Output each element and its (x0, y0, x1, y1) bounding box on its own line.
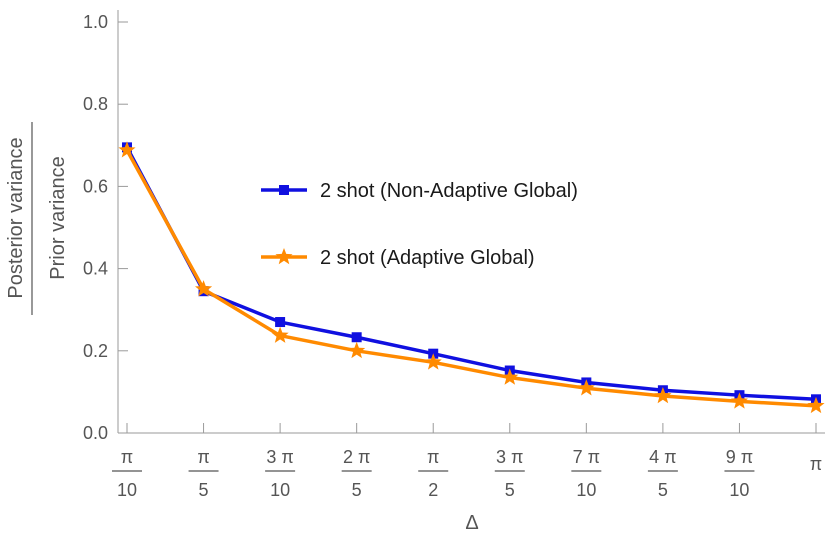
x-tick-numerator: 2 π (343, 447, 370, 467)
y-axis-title-denominator: Prior variance (47, 156, 69, 279)
x-ticks: π 10 π 5 3 π 10 2 π 5 π 2 3 π 5 7 π 10 4 π 5 9 π 10 π (112, 423, 822, 500)
x-tick-label: π (810, 454, 822, 474)
star-point (807, 396, 825, 414)
square-point (275, 317, 286, 328)
legend-label: 2 shot (Non-Adaptive Global) (320, 180, 578, 202)
star-point (654, 387, 672, 404)
series-layer (118, 141, 825, 414)
y-tick-label: 1.0 (83, 12, 108, 32)
y-axis-title-numerator: Posterior variance (5, 137, 27, 298)
series-line (125, 146, 817, 402)
x-tick-numerator: 9 π (726, 447, 753, 467)
star-point (730, 392, 748, 409)
legend-label: 2 shot (Adaptive Global) (320, 247, 535, 269)
star-point (501, 368, 519, 385)
y-axis-title: Posterior variance Prior variance (5, 122, 69, 315)
x-tick-denominator: 5 (199, 480, 209, 500)
star-point (118, 141, 136, 158)
x-tick-numerator: π (121, 447, 133, 467)
x-tick-denominator: 5 (658, 480, 668, 500)
x-tick-denominator: 5 (352, 480, 362, 500)
star-point (424, 353, 442, 370)
star-point (577, 379, 595, 396)
square-point (351, 332, 362, 343)
y-tick-label: 0.4 (83, 259, 108, 279)
x-tick-numerator: π (197, 447, 209, 467)
x-tick-numerator: 4 π (649, 447, 676, 467)
x-tick-denominator: 10 (576, 480, 596, 500)
star-point (195, 280, 213, 297)
y-tick-label: 0.8 (83, 94, 108, 114)
x-tick-denominator: 5 (505, 480, 515, 500)
x-tick-denominator: 10 (270, 480, 290, 500)
legend-item: 2 shot (Adaptive Global) (261, 247, 535, 269)
x-tick-numerator: 3 π (496, 447, 523, 467)
series-2 (118, 141, 825, 414)
legend-swatch-marker (279, 185, 289, 195)
legend-swatch-marker (275, 248, 293, 265)
x-tick-denominator: 2 (428, 480, 438, 500)
y-tick-label: 0.6 (83, 176, 108, 196)
x-tick-denominator: 10 (117, 480, 137, 500)
x-tick-numerator: 7 π (573, 447, 600, 467)
y-tick-label: 0.2 (83, 341, 108, 361)
star-point (271, 326, 289, 343)
series-line (125, 149, 817, 408)
x-tick-numerator: 3 π (266, 447, 293, 467)
legend: 2 shot (Non-Adaptive Global) 2 shot (Adap… (261, 180, 578, 269)
axes (117, 10, 825, 434)
x-axis-title: Δ (465, 512, 478, 534)
y-ticks: 0.0 0.2 0.4 0.6 0.8 1.0 (83, 12, 128, 443)
y-tick-label: 0.0 (83, 423, 108, 443)
star-point (348, 341, 366, 359)
x-tick-numerator: π (427, 447, 439, 467)
x-tick-denominator: 10 (729, 480, 749, 500)
legend-item: 2 shot (Non-Adaptive Global) (261, 180, 578, 202)
